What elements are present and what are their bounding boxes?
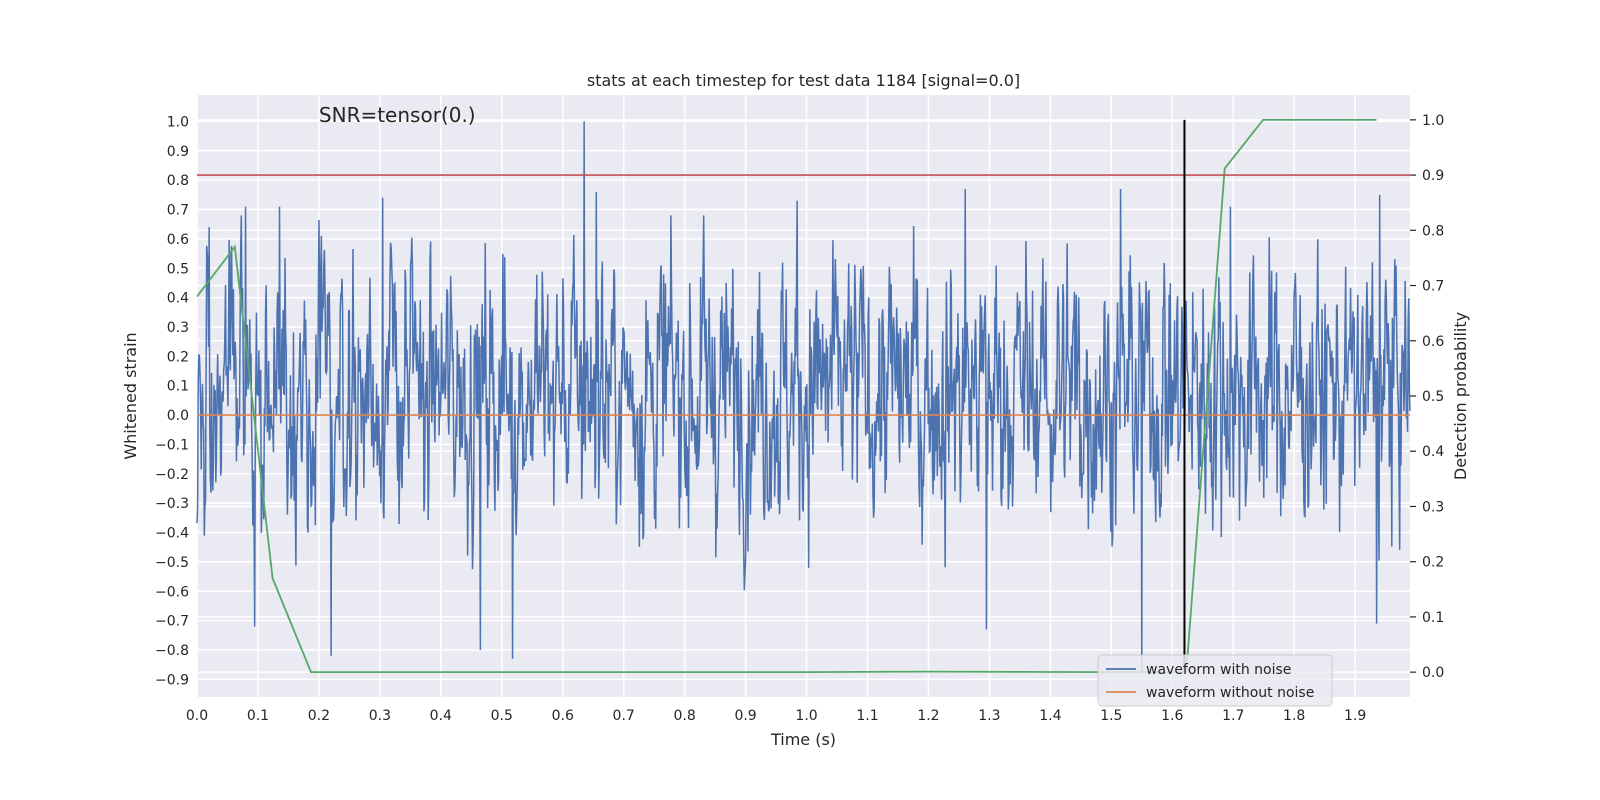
x-axis-label: Time (s) [770,730,836,749]
series-detection-probability [196,118,1377,674]
legend: waveform with noise waveform without noi… [1097,654,1333,707]
y-tick-label: 0.5 [167,261,189,277]
y-right-tick-label: 0.0 [1422,665,1444,681]
y-right-tick-label: 0.3 [1422,499,1444,515]
y-right-tick-label: 0.1 [1422,610,1444,626]
y-tick-label: −0.6 [155,584,189,600]
x-tick-label: 1.6 [1161,708,1183,724]
x-tick-label: 1.9 [1344,708,1366,724]
x-tick-label: 0.6 [552,708,574,724]
y-tick-label: −0.8 [155,643,189,659]
y-tick-label: −0.2 [155,467,189,483]
reference-lines [197,119,1410,673]
x-tick-label: 0.5 [491,708,513,724]
x-tick-label: 1.8 [1283,708,1305,724]
y-right-tick-label: 1.0 [1422,113,1444,129]
y-axis-label: Whitened strain [121,332,140,459]
x-tick-label: 0.7 [613,708,635,724]
legend-box [1097,654,1333,707]
x-tick-label: 0.9 [734,708,756,724]
y-tick-label: −0.9 [155,672,189,688]
y-tick-label: 0.4 [167,291,189,307]
y-tick-label: 0.0 [167,408,189,424]
x-tick-label: 0.1 [247,708,269,724]
chart-title: stats at each timestep for test data 118… [587,71,1020,90]
x-tick-label: 0.4 [430,708,452,724]
x-tick-label: 0.3 [369,708,391,724]
x-tick-label: 0.0 [186,708,208,724]
y-right-axis-label: Detection probability [1451,312,1470,480]
x-tick-label: 1.5 [1100,708,1122,724]
x-tick-label: 1.2 [917,708,939,724]
x-tick-label: 1.3 [978,708,1000,724]
y-right-tick-label: 0.2 [1422,555,1444,571]
legend-entry-waveform-with-noise: waveform with noise [1146,662,1291,678]
y-right-tick-label: 0.5 [1422,389,1444,405]
x-tick-label: 1.7 [1222,708,1244,724]
x-tick-label: 1.1 [856,708,878,724]
line-detection-probability [196,118,1377,674]
y-tick-label: −0.7 [155,614,189,630]
y-right-tick-label: 0.6 [1422,334,1444,350]
x-tick-label: 1.4 [1039,708,1061,724]
y-tick-label: −0.3 [155,496,189,512]
y-right-tick-label: 0.8 [1422,223,1444,239]
x-tick-label: 1.0 [795,708,817,724]
x-tick-label: 0.8 [674,708,696,724]
y-tick-label: −0.5 [155,555,189,571]
grid [196,95,1410,697]
x-axis-ticks: 0.0 0.1 0.2 0.3 0.4 0.5 0.6 0.7 0.8 0.9 1.0 1.1 1.2 1… [186,708,1366,724]
y-tick-label: 0.2 [167,349,189,365]
y-right-tick-label: 0.4 [1422,444,1444,460]
y-tick-label: 1.0 [167,114,189,130]
y-right-tick-label: 0.7 [1422,279,1444,295]
x-tick-label: 0.2 [308,708,330,724]
y-tick-label: −0.1 [155,437,189,453]
y-tick-label: 0.3 [167,320,189,336]
y-right-tick-label: 0.9 [1422,168,1444,184]
legend-entry-waveform-without-noise: waveform without noise [1146,685,1314,701]
y-tick-label: 0.7 [167,203,189,219]
y-right-axis-ticks: 0.0 0.1 0.2 0.3 0.4 0.5 0.6 0.7 0.8 0.9 1.0 [1410,113,1444,681]
y-tick-label: 0.9 [167,144,189,160]
y-tick-label: −0.4 [155,526,189,542]
y-tick-label: 0.6 [167,232,189,248]
snr-annotation: SNR=tensor(0.) [319,103,476,127]
y-tick-label: 0.8 [167,173,189,189]
y-tick-label: 0.1 [167,379,189,395]
y-axis-ticks: −0.9 −0.8 −0.7 −0.6 −0.5 −0.4 −0.3 −0.2 −0.1 0.0 0… [155,114,189,688]
